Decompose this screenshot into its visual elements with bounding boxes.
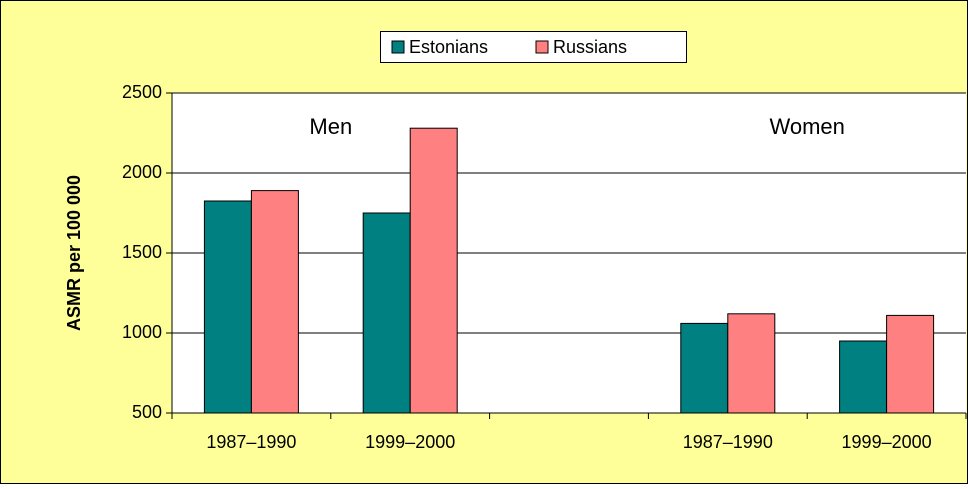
bar xyxy=(250,190,299,414)
y-tick-label: 2000 xyxy=(122,162,162,182)
legend-box xyxy=(380,31,687,63)
annotation: Men xyxy=(309,114,352,139)
legend-label: Estonians xyxy=(409,37,488,57)
bar xyxy=(680,322,729,414)
y-tick-label: 500 xyxy=(132,402,162,422)
bar xyxy=(727,313,776,414)
annotation: Women xyxy=(769,114,844,139)
legend-swatch xyxy=(391,40,405,54)
bar xyxy=(203,200,252,414)
y-axis-label: ASMR per 100 000 xyxy=(64,175,84,331)
bar xyxy=(409,127,458,414)
bar xyxy=(362,212,411,414)
y-tick-label: 1500 xyxy=(122,242,162,262)
bar xyxy=(839,340,888,414)
x-tick-label: 1987–1990 xyxy=(683,432,773,452)
x-tick-label: 1999–2000 xyxy=(365,432,455,452)
x-tick-label: 1987–1990 xyxy=(206,432,296,452)
y-tick-label: 2500 xyxy=(122,82,162,102)
bar xyxy=(886,314,935,414)
legend-label: Russians xyxy=(553,37,627,57)
x-tick-label: 1999–2000 xyxy=(842,432,932,452)
legend-swatch xyxy=(535,40,549,54)
y-tick-label: 1000 xyxy=(122,322,162,342)
